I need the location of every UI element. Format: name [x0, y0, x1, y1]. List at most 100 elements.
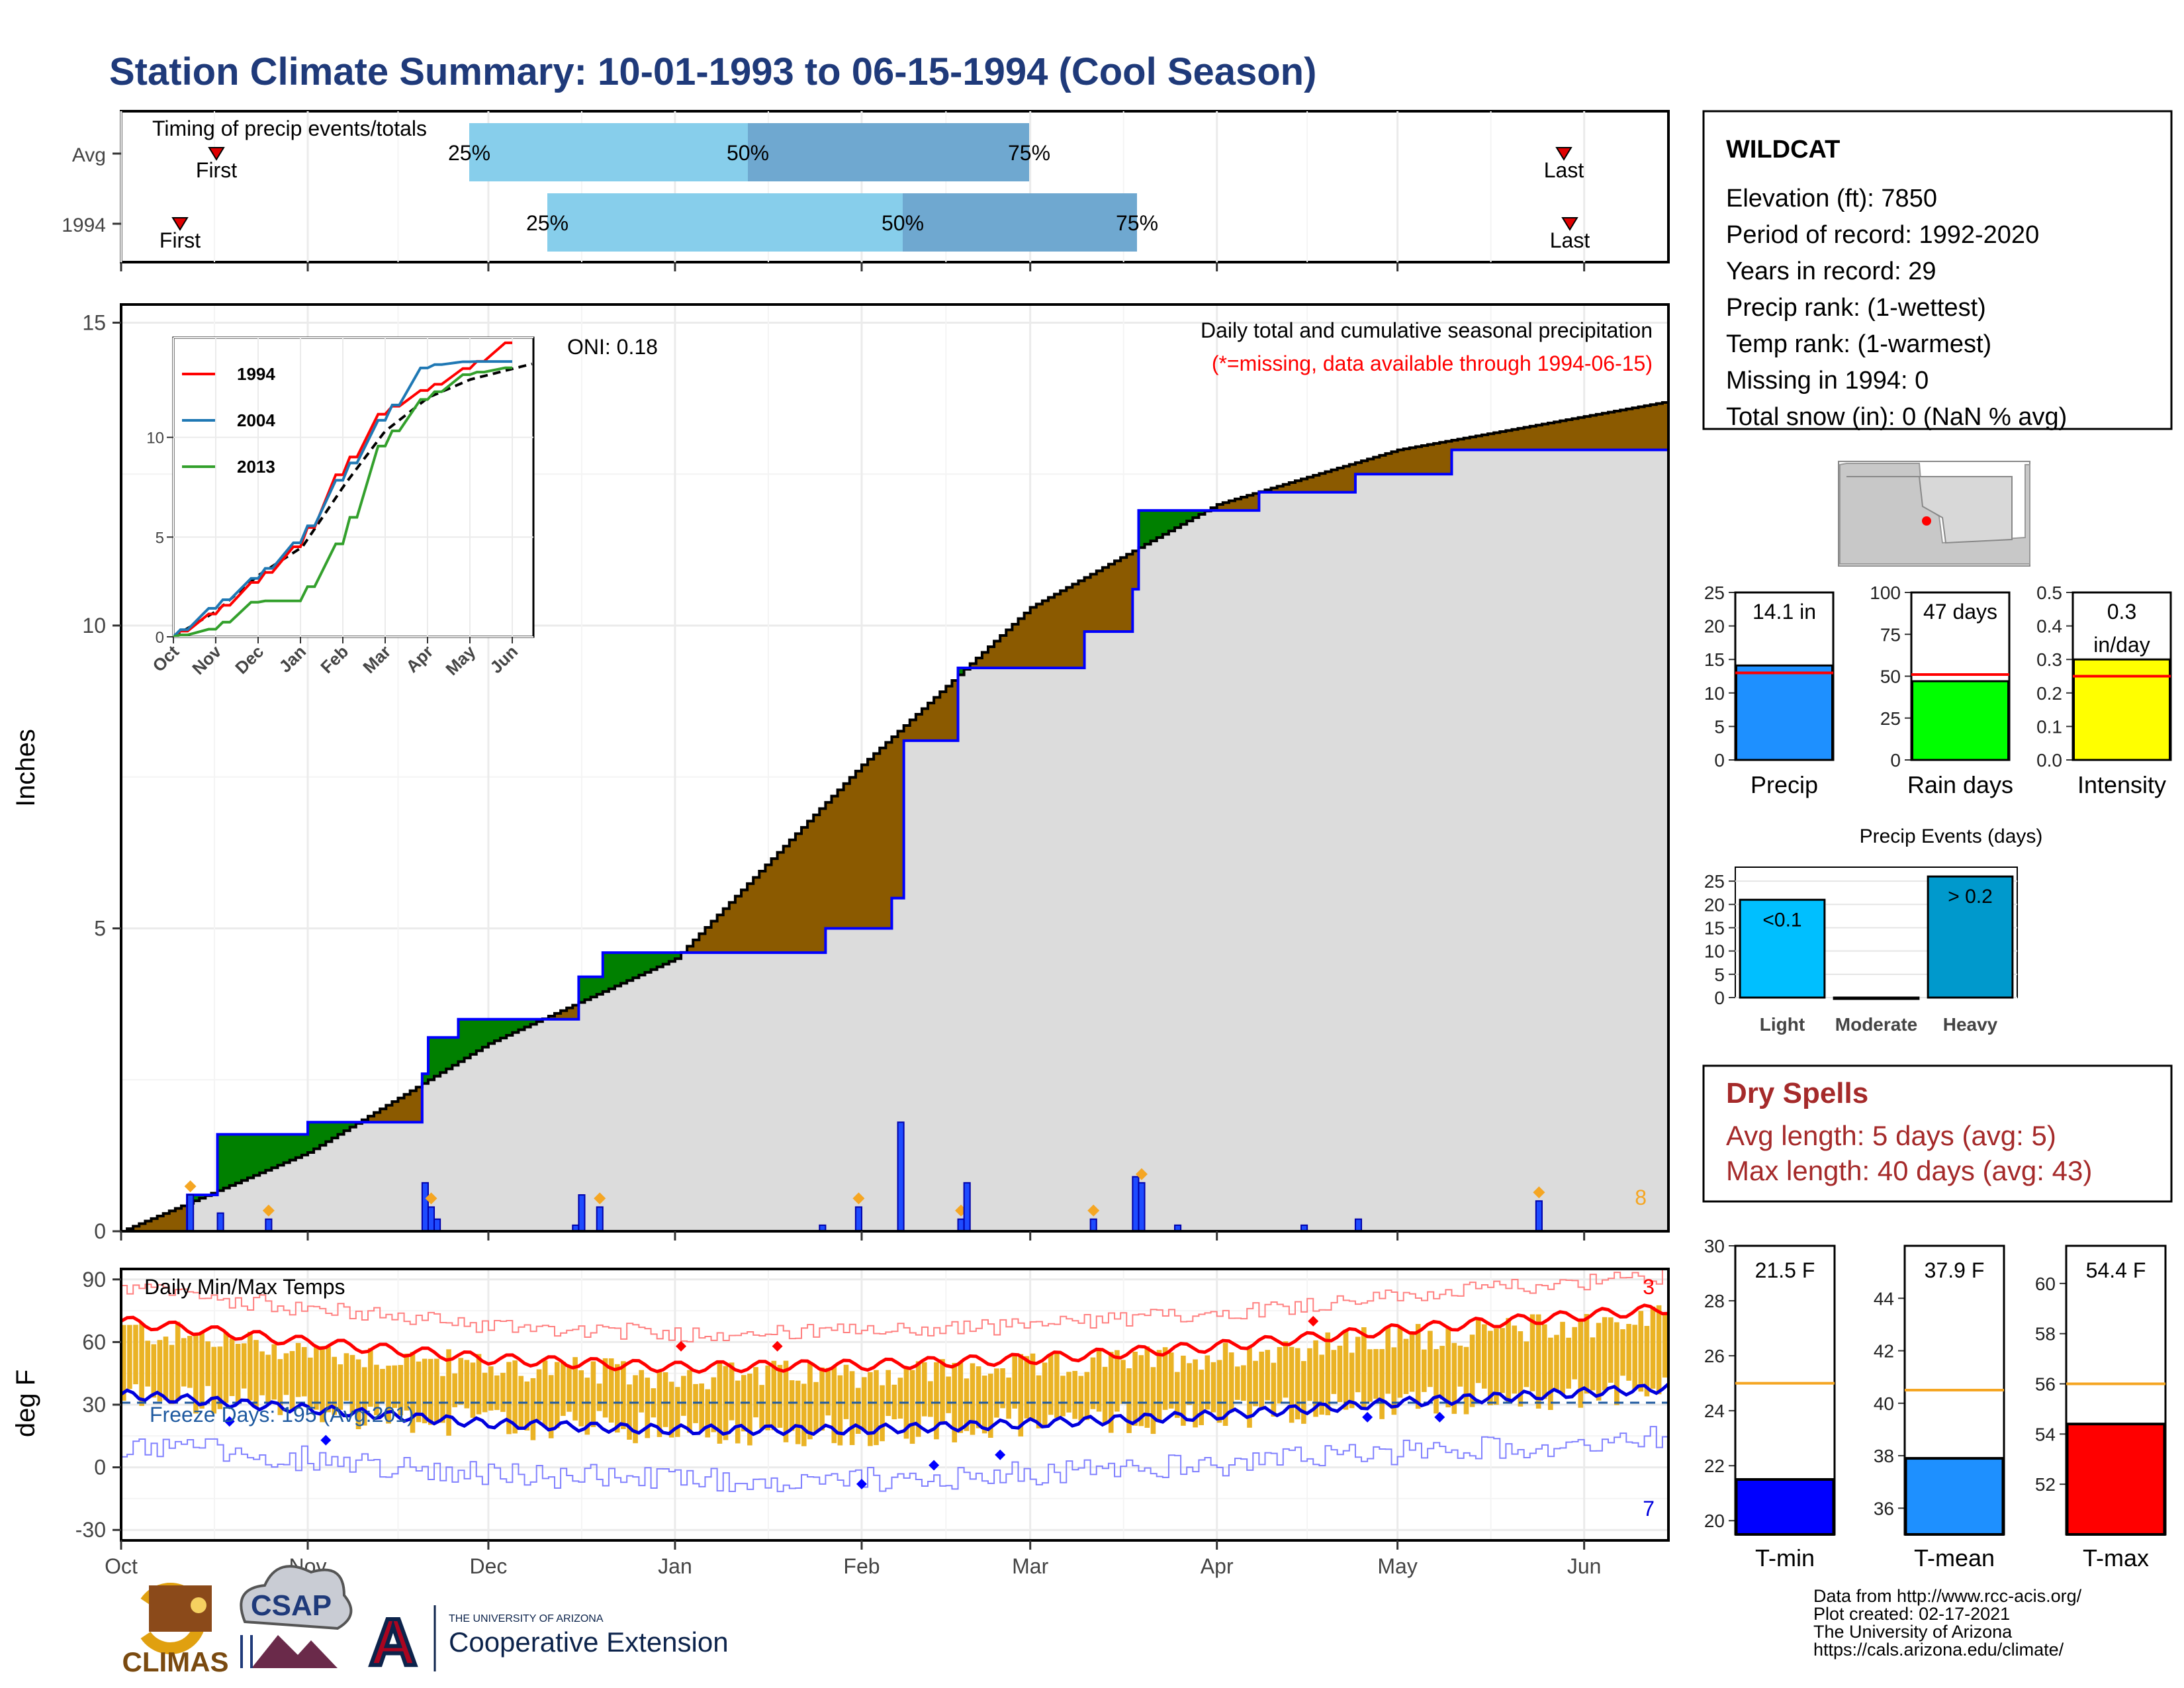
ua-logo: A THE UNIVERSITY OF ARIZONA Cooperative …	[363, 1603, 729, 1681]
inset-series-2004	[173, 360, 512, 637]
svg-text:> 0.2: > 0.2	[1948, 886, 1993, 908]
month-tick-Jan: Jan	[658, 1554, 692, 1578]
avg-min-line	[121, 1382, 1668, 1436]
precip-legend-note: (*=missing, data available through 1994-…	[1212, 352, 1653, 375]
record-max-line	[121, 1269, 1668, 1342]
svg-text:25: 25	[1704, 871, 1725, 892]
daily-precip-bar	[1132, 1176, 1140, 1231]
svg-text:25: 25	[1704, 583, 1725, 603]
record-temp-marker	[320, 1434, 332, 1446]
heavy-event-marker	[1087, 1204, 1100, 1217]
timing-row-1994: 1994	[62, 214, 106, 236]
svg-text:T-max: T-max	[2083, 1544, 2149, 1571]
daily-precip-bar	[1089, 1218, 1097, 1231]
daily-precip-bar	[819, 1224, 827, 1231]
daily-precip-bar	[1535, 1200, 1543, 1231]
month-tick-Jun: Jun	[1567, 1554, 1602, 1578]
record-temp-marker	[224, 1416, 235, 1427]
inset-legend-1994: 1994	[237, 364, 275, 384]
svg-text:37.9 F: 37.9 F	[1925, 1258, 1985, 1282]
avg-p25-label: 25%	[448, 141, 490, 165]
svg-text:40: 40	[1874, 1393, 1894, 1414]
record-temp-marker	[772, 1340, 783, 1352]
svg-text:T-mean: T-mean	[1914, 1544, 1995, 1571]
precip-panel: Daily total and cumulative seasonal prec…	[11, 303, 1670, 1243]
svg-text:22: 22	[1704, 1456, 1725, 1476]
svg-text:60: 60	[2035, 1274, 2056, 1294]
dry-spells-box: Dry Spells Avg length: 5 days (avg: 5) M…	[1702, 1064, 2173, 1203]
mini-bar-fill	[2073, 658, 2171, 761]
svg-text:42: 42	[1874, 1341, 1894, 1362]
heavy-event-marker	[184, 1180, 197, 1193]
yr-last-label: Last	[1550, 228, 1590, 252]
page-title: Station Climate Summary: 10-01-1993 to 0…	[109, 50, 1316, 93]
svg-text:50: 50	[1880, 667, 1901, 687]
month-tick-May: May	[1377, 1554, 1417, 1578]
temp-ytick--30: -30	[75, 1518, 106, 1542]
svg-text:44: 44	[1874, 1288, 1894, 1309]
daily-precip-bar	[963, 1182, 971, 1231]
month-tick-Dec: Dec	[469, 1554, 507, 1578]
record-temp-marker	[1434, 1411, 1445, 1423]
month-tick-Feb: Feb	[843, 1554, 880, 1578]
daily-precip-bar	[421, 1182, 429, 1231]
footer-line: https://cals.arizona.edu/climate/	[1813, 1640, 2064, 1660]
yr-first-marker-icon	[171, 217, 189, 231]
station-info-line: Missing in 1994: 0	[1726, 367, 1929, 395]
avg-last-label: Last	[1544, 158, 1584, 182]
avg-p50-label: 50%	[727, 141, 769, 165]
svg-text:5: 5	[1714, 716, 1725, 737]
heavy-event-marker	[1533, 1186, 1545, 1199]
record-max-count: 3	[1643, 1275, 1655, 1299]
station-info-line: Total snow (in): 0 (NaN % avg)	[1726, 403, 2067, 431]
svg-text:0.5: 0.5	[2036, 583, 2062, 603]
svg-text:Rain days: Rain days	[1907, 771, 2013, 798]
daily-precip-bar	[427, 1206, 435, 1231]
avg-max-line	[121, 1303, 1668, 1374]
svg-text:0.1: 0.1	[2036, 716, 2062, 737]
season-totals-bars: 0 5 10 15 20 25 14.1 in Precip 0 25 50 75 100 47 days…	[1704, 583, 2172, 798]
record-temp-marker	[995, 1449, 1006, 1460]
svg-text:54.4 F: 54.4 F	[2086, 1258, 2146, 1282]
record-temp-marker	[856, 1478, 867, 1489]
daily-precip-bar	[596, 1206, 604, 1231]
svg-text:10: 10	[1704, 683, 1725, 704]
csap-logo-text: CSAP	[251, 1589, 332, 1622]
svg-text:54: 54	[2035, 1424, 2056, 1444]
mini-bar-rain-days: 0 25 50 75 100 47 days Rain days	[1870, 583, 2013, 798]
svg-text:20: 20	[1704, 894, 1725, 915]
event-bar-light	[1739, 898, 1826, 999]
svg-text:30: 30	[1704, 1236, 1725, 1256]
avg-p75-label: 75%	[1008, 141, 1050, 165]
svg-text:24: 24	[1704, 1401, 1725, 1421]
record-min-line	[121, 1426, 1668, 1493]
svg-text:38: 38	[1874, 1446, 1894, 1466]
daily-precip-bar	[433, 1218, 441, 1231]
precip-ytick-0: 0	[94, 1219, 106, 1243]
timing-row-avg: Avg	[72, 144, 106, 166]
station-info-line: Precip rank: (1-wettest)	[1726, 294, 1986, 322]
precip-legend-title: Daily total and cumulative seasonal prec…	[1201, 318, 1653, 342]
svg-text:36: 36	[1874, 1498, 1894, 1519]
ua-small-text: THE UNIVERSITY OF ARIZONA	[449, 1613, 604, 1624]
temp-title: Daily Min/Max Temps	[144, 1275, 345, 1299]
svg-text:56: 56	[2035, 1374, 2056, 1395]
dry-spells-avg: Avg length: 5 days (avg: 5)	[1726, 1120, 2056, 1151]
svg-text:20: 20	[1704, 616, 1725, 637]
svg-text:0.3: 0.3	[2107, 600, 2136, 624]
svg-text:15: 15	[1704, 649, 1725, 670]
event-category-label: Light	[1760, 1014, 1805, 1035]
ua-big-text: Cooperative Extension	[449, 1626, 729, 1658]
events-title: Precip Events (days)	[1860, 825, 2043, 847]
svg-text:T-min: T-min	[1755, 1544, 1815, 1571]
avg-cumulative-line	[121, 400, 1668, 1231]
record-min-count: 7	[1643, 1497, 1655, 1521]
event-category-label: Moderate	[1835, 1014, 1917, 1035]
yr-p25-label: 25%	[526, 211, 569, 235]
precip-ylabel: Inches	[11, 729, 40, 807]
station-info-box: WILDCAT Elevation (ft): 7850 Period of re…	[1702, 110, 2173, 431]
station-location-marker	[1922, 516, 1931, 526]
below-avg-area	[127, 402, 1668, 1231]
svg-text:25: 25	[1880, 708, 1901, 729]
